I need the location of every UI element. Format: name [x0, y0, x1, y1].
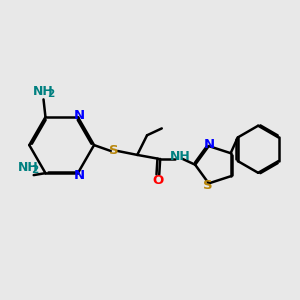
Text: NH: NH	[17, 161, 38, 174]
Text: 2: 2	[32, 165, 39, 175]
Text: 2: 2	[47, 89, 54, 99]
Text: NH: NH	[33, 85, 54, 98]
Text: N: N	[73, 169, 84, 182]
Text: N: N	[204, 138, 215, 151]
Text: NH: NH	[169, 150, 190, 164]
Text: O: O	[152, 174, 164, 187]
Text: N: N	[73, 109, 84, 122]
Text: S: S	[203, 179, 212, 192]
Text: S: S	[110, 145, 119, 158]
